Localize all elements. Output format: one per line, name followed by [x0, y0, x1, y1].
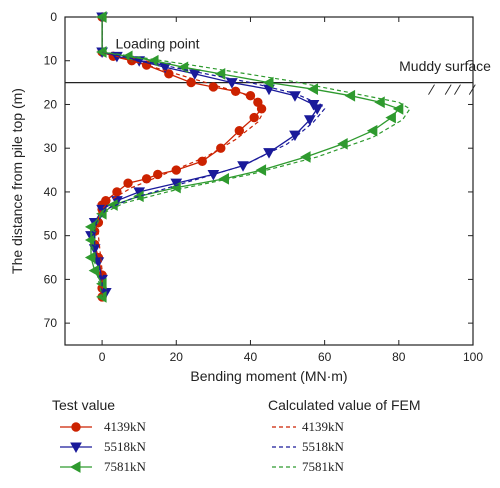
series-fem-5518kN [94, 17, 326, 297]
y-tick-label: 10 [44, 54, 58, 68]
series-group [84, 11, 411, 303]
data-point-4139kN [245, 91, 256, 101]
data-point-5518kN [289, 130, 301, 142]
data-point-7581kN [262, 76, 274, 89]
data-point-4139kN [256, 104, 267, 114]
legend-title-fem: Calculated value of FEM [268, 397, 421, 413]
soil-hatch-mark [428, 84, 435, 95]
legend-entry-fem-7581: 7581kN [302, 459, 345, 474]
soil-hatch-mark [454, 84, 461, 95]
series-line-fem-4139kN [97, 17, 267, 297]
data-point-4139kN [112, 187, 122, 197]
y-tick-label: 50 [44, 229, 58, 243]
series-test-7581kN [84, 11, 404, 303]
plot-frame [64, 16, 474, 346]
legend-entry-test-7581: 7581kN [104, 459, 147, 474]
data-point-7581kN [307, 83, 319, 96]
legend-marker-7581kN [69, 461, 81, 473]
series-line-test-4139kN [94, 17, 263, 297]
legend-entry-test-4139: 4139kN [104, 419, 147, 434]
y-tick-label: 70 [44, 316, 58, 330]
legend-entry-test-5518: 5518kN [104, 439, 147, 454]
data-point-7581kN [374, 96, 385, 109]
x-tick-label: 0 [99, 350, 106, 364]
annotation-muddy-surface: Muddy surface [399, 58, 491, 74]
data-point-7581kN [84, 234, 96, 246]
y-tick-label: 60 [44, 272, 58, 286]
soil-hatch-mark [468, 84, 476, 95]
x-tick-label: 100 [463, 350, 483, 364]
series-fem-4139kN [97, 17, 267, 297]
y-tick-label: 20 [44, 97, 58, 111]
legend-marker-4139kN [71, 422, 81, 432]
data-point-7581kN [385, 111, 396, 124]
legend-entry-fem-5518: 5518kN [302, 439, 345, 454]
x-tick-label: 20 [170, 350, 184, 364]
legend-entry-fem-4139: 4139kN [302, 419, 345, 434]
data-point-5518kN [311, 104, 324, 115]
x-axis-label: Bending moment (MN·m) [190, 368, 347, 384]
data-point-4139kN [208, 82, 219, 92]
data-point-7581kN [255, 164, 267, 176]
data-point-4139kN [230, 86, 241, 97]
legend: Test value Calculated value of FEM 4139k… [52, 397, 421, 474]
y-tick-label: 0 [50, 10, 57, 24]
data-point-4139kN [186, 77, 196, 88]
data-point-4139kN [249, 112, 259, 123]
data-point-5518kN [303, 115, 316, 126]
data-point-4139kN [123, 178, 133, 188]
legend-marker-5518kN [70, 442, 82, 454]
y-axis-label: The distance from pile top (m) [9, 88, 25, 274]
x-tick-label: 80 [392, 350, 406, 364]
axes: 0 20 40 60 80 100 0 10 20 30 40 50 60 70 [44, 10, 484, 364]
soil-hatch-mark [444, 84, 452, 95]
legend-title-test: Test value [52, 397, 115, 413]
data-point-4139kN [141, 174, 152, 184]
data-point-4139kN [234, 126, 245, 136]
data-point-7581kN [337, 137, 348, 150]
data-point-7581kN [84, 251, 96, 264]
annotations: Loading point Muddy surface [116, 36, 492, 74]
x-tick-label: 40 [244, 350, 258, 364]
y-tick-label: 40 [44, 185, 58, 199]
y-tick-label: 30 [44, 141, 58, 155]
series-line-fem-7581kN [90, 17, 411, 298]
annotation-loading-point: Loading point [116, 36, 200, 52]
x-tick-label: 60 [318, 350, 332, 364]
series-fem-7581kN [90, 17, 411, 298]
data-point-5518kN [226, 78, 238, 89]
data-point-7581kN [392, 102, 404, 115]
series-line-fem-5518kN [94, 17, 326, 297]
data-point-7581kN [366, 124, 378, 137]
data-point-4139kN [197, 156, 207, 167]
